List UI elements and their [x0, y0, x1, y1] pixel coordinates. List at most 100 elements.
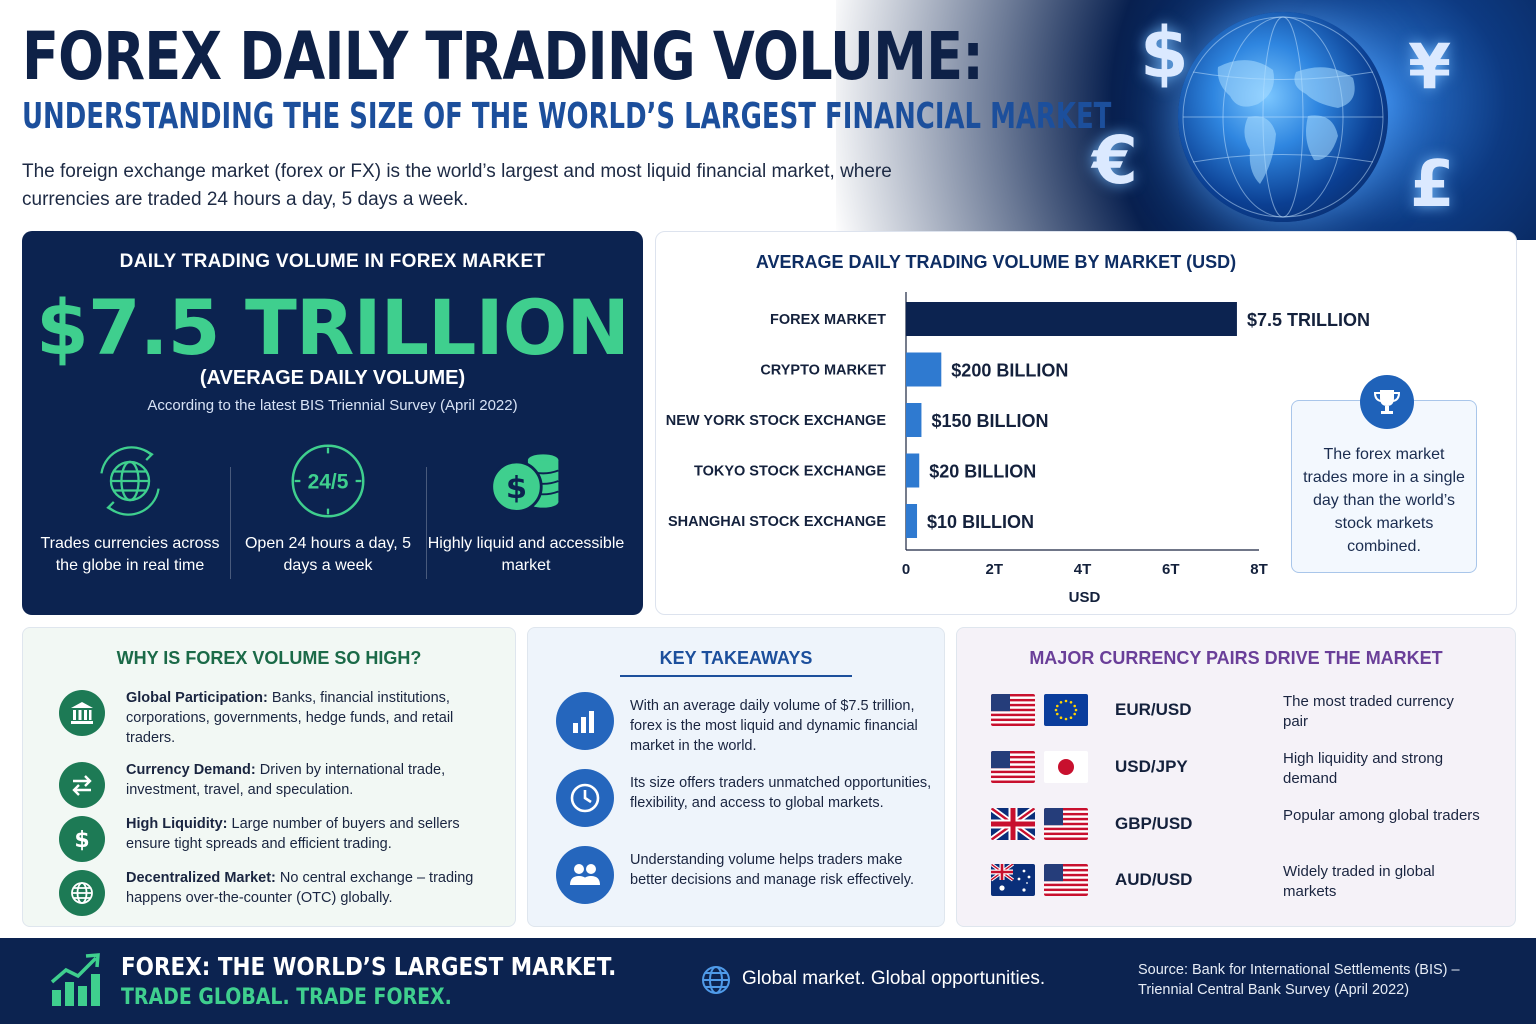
dollar-coins-icon: $: [486, 441, 566, 521]
pair-desc: High liquidity and strong demand: [1283, 750, 1444, 787]
bar: [906, 302, 1237, 336]
pair-code: USD/JPY: [1115, 757, 1188, 776]
why-text: Large number of buyers and sellers ensur…: [126, 816, 460, 852]
category-label: CRYPTO MARKET: [760, 363, 886, 379]
yen-symbol: ¥: [1408, 30, 1452, 103]
us-flag: [1044, 864, 1088, 896]
x-tick-label: 0: [902, 561, 910, 578]
pound-symbol: £: [1410, 148, 1455, 222]
feature-divider: [230, 467, 231, 579]
pair-code: AUD/USD: [1115, 870, 1193, 889]
growth-chart-icon: [50, 952, 102, 1013]
hours-badge: 24/5: [308, 471, 349, 494]
volume-note: According to the latest BIS Triennial Su…: [147, 397, 518, 414]
bar: [906, 403, 922, 437]
x-tick-label: 8T: [1250, 561, 1268, 578]
chart-title: AVERAGE DAILY TRADING VOLUME BY MARKET (…: [755, 252, 1237, 272]
pairs-card: MAJOR CURRENCY PAIRS DRIVE THE MARKET EU…: [956, 627, 1516, 927]
pair-row: EUR/USD The most traded currency pair: [991, 692, 1491, 732]
footer-headline: FOREX: THE WORLD’S LARGEST MARKET.: [121, 952, 617, 981]
pair-row: USD/JPY High liquidity and strong demand: [991, 749, 1491, 789]
dollar-icon: $: [59, 816, 105, 862]
us-flag: [1044, 808, 1088, 840]
clock-icon: [556, 769, 614, 827]
bar-chart: FOREX MARKET $7.5 TRILLION CRYPTO MARKET $2…: [666, 292, 1370, 606]
takeaways-title: KEY TAKEAWAYS: [659, 648, 813, 668]
pair-code: EUR/USD: [1115, 700, 1192, 719]
footer-tagline: TRADE GLOBAL. TRADE FOREX.: [121, 985, 452, 1010]
bar: [906, 504, 918, 538]
globe-icon: [700, 964, 732, 1001]
japan-flag: [1044, 751, 1088, 783]
category-label: TOKYO STOCK EXCHANGE: [694, 464, 886, 480]
x-axis-label: USD: [1069, 589, 1101, 606]
data-label: $20 BILLION: [929, 462, 1036, 482]
data-label: $150 BILLION: [931, 411, 1048, 431]
feature-global-text: Trades currencies across the globe in re…: [40, 535, 220, 574]
title-underline: [620, 675, 852, 677]
us-flag: [991, 694, 1035, 726]
globe-cycle-icon: [90, 441, 170, 521]
exchange-arrows-icon: [59, 762, 105, 808]
eu-flag: [1044, 694, 1088, 726]
uk-flag: [991, 808, 1035, 840]
feature-liquid-text: Highly liquid and accessible market: [427, 535, 625, 574]
callout-text: The forex market trades more in a single…: [1303, 446, 1465, 555]
page-title: FOREX DAILY TRADING VOLUME:: [22, 18, 984, 95]
dollar-symbol: $: [1140, 12, 1189, 94]
feature-hours: 24/5 Open 24 hours a day, 5 days a week: [228, 441, 428, 577]
bar-chart-icon: [556, 692, 614, 750]
feature-hours-text: Open 24 hours a day, 5 days a week: [244, 535, 412, 574]
why-label: Decentralized Market:: [126, 870, 276, 886]
pair-code: GBP/USD: [1115, 814, 1193, 833]
why-card: WHY IS FOREX VOLUME SO HIGH? Global Part…: [22, 627, 516, 927]
volume-heading: DAILY TRADING VOLUME IN FOREX MARKET: [119, 251, 546, 272]
bar: [906, 352, 942, 387]
pair-row: GBP/USD Popular among global traders: [991, 806, 1491, 846]
why-text: No central exchange – trading happens ov…: [126, 870, 474, 906]
bank-icon: [59, 690, 105, 736]
pair-desc: Widely traded in global markets: [1283, 863, 1435, 900]
svg-text:$: $: [74, 828, 89, 852]
pairs-title: MAJOR CURRENCY PAIRS DRIVE THE MARKET: [1029, 648, 1443, 668]
why-text: Driven by international trade, investmen…: [126, 762, 446, 798]
globe-icon: [59, 870, 105, 916]
why-title: WHY IS FOREX VOLUME SO HIGH?: [116, 648, 422, 668]
chart-card: AVERAGE DAILY TRADING VOLUME BY MARKET (…: [655, 231, 1517, 615]
data-label: $7.5 TRILLION: [1247, 310, 1370, 330]
takeaway-text: Its size offers traders unmatched opport…: [630, 775, 932, 811]
people-icon: [556, 846, 614, 904]
why-label: Currency Demand:: [126, 762, 256, 778]
australia-flag: [991, 864, 1035, 896]
clock-24-5-icon: 24/5: [288, 441, 368, 521]
why-text: Banks, financial institutions, corporati…: [126, 690, 454, 746]
data-label: $10 BILLION: [927, 512, 1034, 532]
x-tick-label: 6T: [1162, 561, 1180, 578]
category-label: SHANGHAI STOCK EXCHANGE: [668, 514, 886, 530]
footer: FOREX: THE WORLD’S LARGEST MARKET. TRADE…: [0, 938, 1536, 1024]
volume-card: DAILY TRADING VOLUME IN FOREX MARKET $7.…: [22, 231, 643, 615]
volume-value: $7.5 TRILLION: [36, 283, 630, 372]
us-flag: [991, 751, 1035, 783]
category-label: FOREX MARKET: [770, 312, 886, 328]
why-label: Global Participation:: [126, 690, 268, 706]
footer-slogan: Global market. Global opportunities.: [742, 968, 1046, 989]
takeaway-text: Understanding volume helps traders make …: [630, 852, 914, 888]
takeaway-text: With an average daily volume of $7.5 tri…: [630, 698, 918, 754]
takeaways-card: KEY TAKEAWAYS With an average daily volu…: [527, 627, 945, 927]
pair-row: AUD/USD Widely traded in global markets: [991, 862, 1491, 902]
x-tick-label: 4T: [1074, 561, 1092, 578]
svg-text:$: $: [506, 471, 527, 506]
chart-callout: The forex market trades more in a single…: [1291, 375, 1477, 573]
feature-divider: [426, 467, 427, 579]
feature-liquid: $ Highly liquid and accessible market: [426, 441, 626, 577]
trophy-icon: [1360, 375, 1414, 429]
category-label: NEW YORK STOCK EXCHANGE: [666, 413, 887, 429]
pair-desc: The most traded currency pair: [1283, 693, 1454, 730]
page-subtitle: UNDERSTANDING THE SIZE OF THE WORLD’S LA…: [22, 96, 1112, 137]
volume-subheading: (AVERAGE DAILY VOLUME): [199, 367, 466, 389]
data-label: $200 BILLION: [951, 361, 1068, 381]
feature-global: Trades currencies across the globe in re…: [30, 441, 230, 577]
footer-source: Source: Bank for International Settlemen…: [1138, 962, 1460, 998]
euro-symbol: €: [1092, 122, 1138, 199]
